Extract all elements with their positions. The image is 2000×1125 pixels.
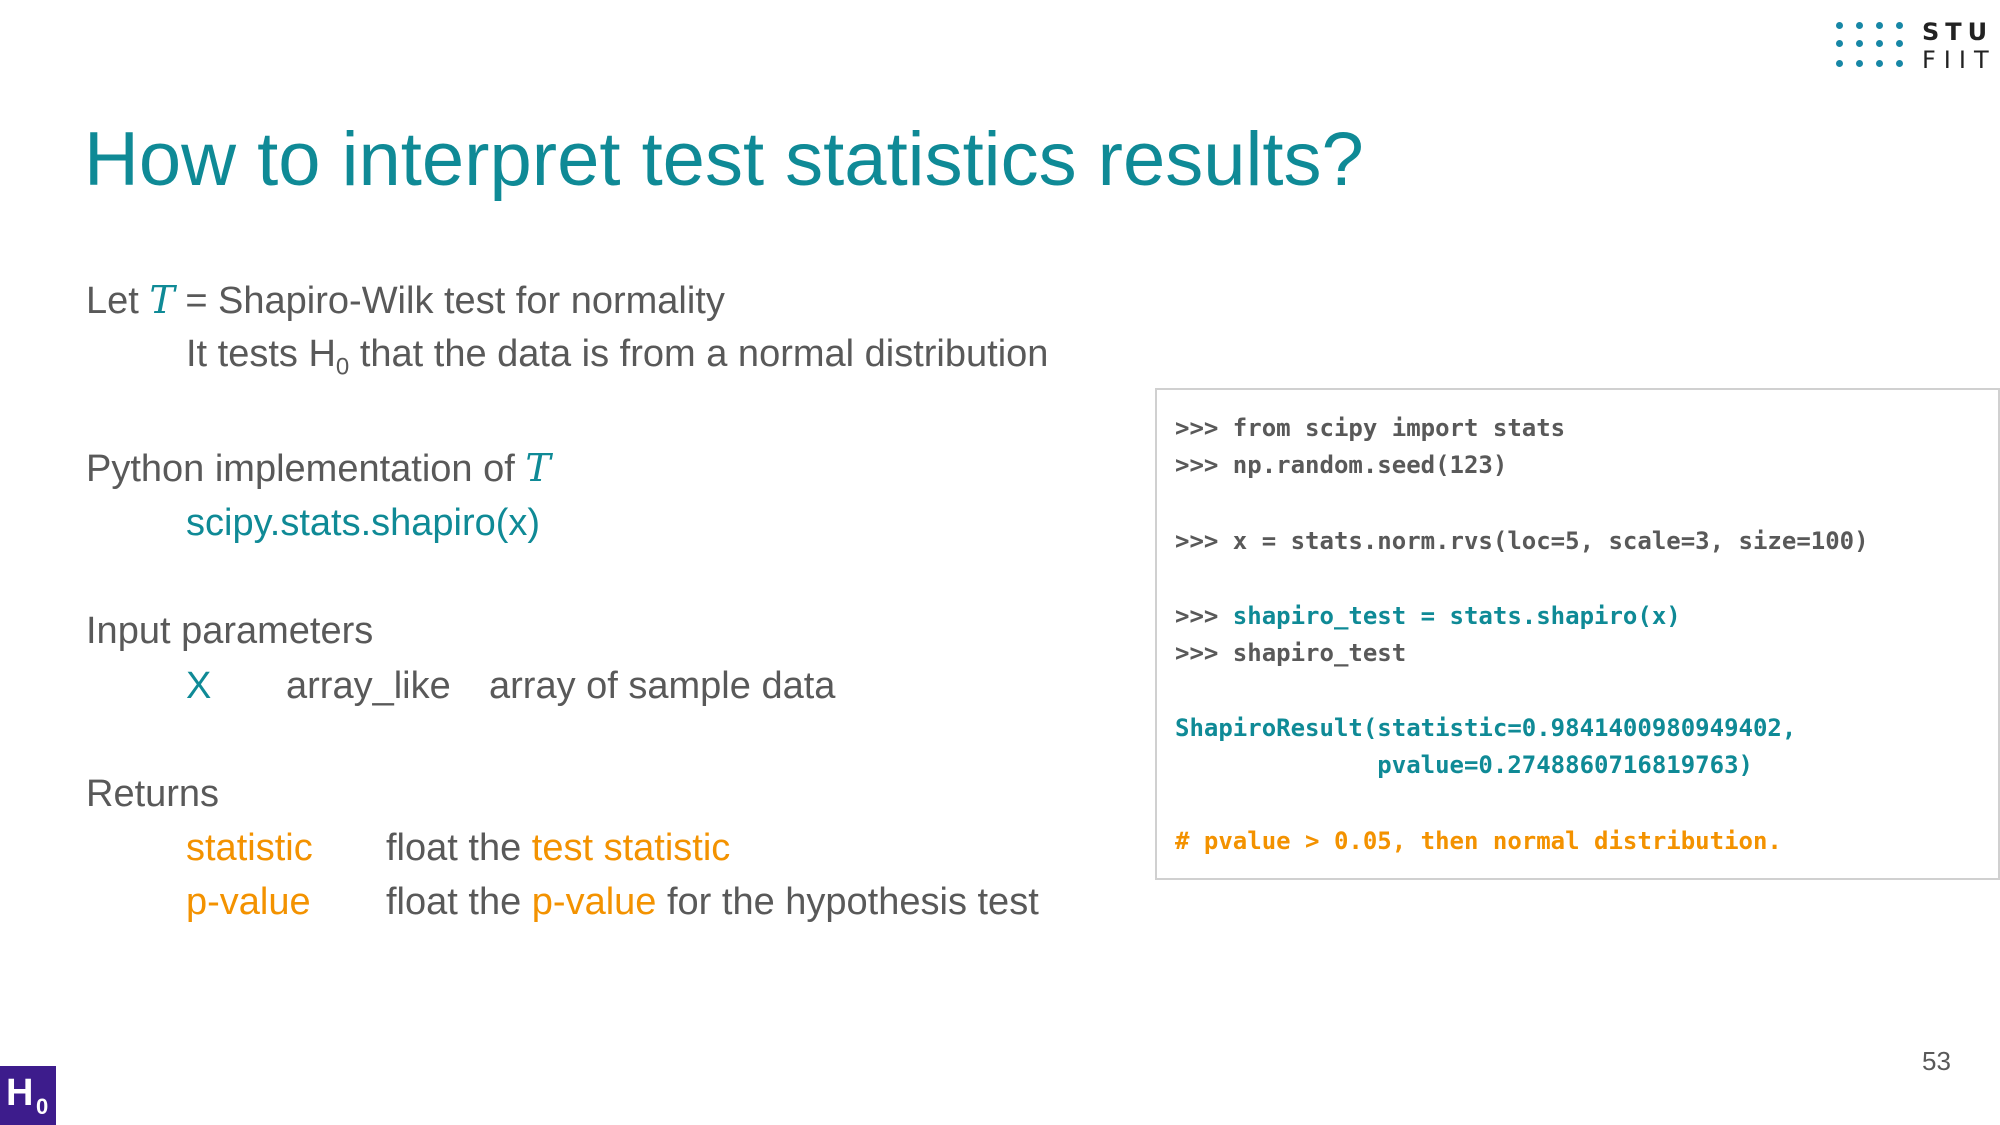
code-prompt: >>>	[1175, 602, 1233, 630]
return-statistic-desc: float the test statistic	[386, 824, 730, 872]
page-number: 53	[1922, 1046, 1951, 1076]
logo-dot	[1896, 40, 1903, 47]
logo-dot	[1856, 40, 1863, 47]
logo-dot	[1836, 60, 1843, 67]
logo-dot	[1836, 22, 1843, 29]
logo-dot	[1856, 22, 1863, 29]
math-symbol-t: T	[525, 446, 551, 490]
code-line: >>> shapiro_test	[1175, 639, 1407, 667]
code-comment: # pvalue > 0.05, then normal distributio…	[1175, 827, 1782, 855]
logo-dot	[1856, 60, 1863, 67]
logo-dot	[1836, 40, 1843, 47]
badge-letter: H	[6, 1072, 34, 1114]
return-pvalue-desc: float the p-value for the hypothesis tes…	[386, 878, 1039, 926]
math-symbol-t: T	[149, 278, 175, 322]
let-prefix: Let	[86, 280, 139, 322]
let-suffix: = Shapiro-Wilk test for normality	[185, 280, 725, 322]
logo-dot	[1896, 60, 1903, 67]
code-line: >>> shapiro_test = stats.shapiro(x)	[1175, 598, 1681, 636]
stu-fiit-logo: STU FIIT	[1836, 18, 1989, 74]
returns-heading: Returns	[86, 773, 220, 815]
code-line: >>> x = stats.norm.rvs(loc=5, scale=3, s…	[1175, 527, 1869, 555]
h0-subscript: 0	[335, 353, 350, 381]
logo-dot	[1876, 22, 1883, 29]
logo-dot	[1896, 22, 1903, 29]
param-name: X	[186, 665, 212, 707]
param-desc: array of sample data	[489, 665, 836, 707]
logo-line1: STU	[1922, 18, 1994, 46]
badge-subscript: 0	[36, 1094, 49, 1119]
code-example-box: >>> from scipy import stats >>> np.rando…	[1155, 388, 2000, 880]
stat-type: float the	[386, 827, 522, 869]
logo-text: STU FIIT	[1922, 18, 1997, 74]
python-heading: Python implementation of T	[86, 444, 551, 493]
slide-title: How to interpret test statistics results…	[84, 117, 1364, 202]
code-line: >>> from scipy import stats	[1175, 414, 1566, 442]
return-pvalue-name: p-value	[186, 881, 311, 923]
h0-badge: H 0	[0, 1066, 56, 1125]
code-line: >>> np.random.seed(123)	[1175, 451, 1508, 479]
stat-desc: test statistic	[531, 827, 731, 869]
tests-suffix: that the data is from a normal distribut…	[359, 333, 1049, 375]
logo-dot	[1876, 40, 1883, 47]
param-type: array_like	[286, 665, 451, 707]
logo-line2: FIIT	[1922, 46, 1997, 74]
tests-prefix: It tests H	[186, 333, 336, 375]
python-heading-text: Python implementation of	[86, 448, 515, 490]
logo-dot	[1876, 60, 1883, 67]
p-suffix: for the hypothesis test	[666, 881, 1039, 923]
p-type: float the	[386, 881, 522, 923]
intro-tests-line: It tests H0 that the data is from a norm…	[186, 330, 1048, 392]
intro-let-line: Let T = Shapiro-Wilk test for normality	[86, 276, 725, 325]
code-output: ShapiroResult(statistic=0.98414009809494…	[1175, 714, 1797, 742]
input-heading: Input parameters	[86, 610, 374, 652]
code-output: pvalue=0.2748860716819763)	[1175, 751, 1753, 779]
return-statistic-name: statistic	[186, 827, 313, 869]
function-signature: scipy.stats.shapiro(x)	[186, 502, 541, 544]
p-desc: p-value	[531, 881, 657, 923]
code-shapiro-call: shapiro_test = stats.shapiro(x)	[1232, 602, 1681, 630]
